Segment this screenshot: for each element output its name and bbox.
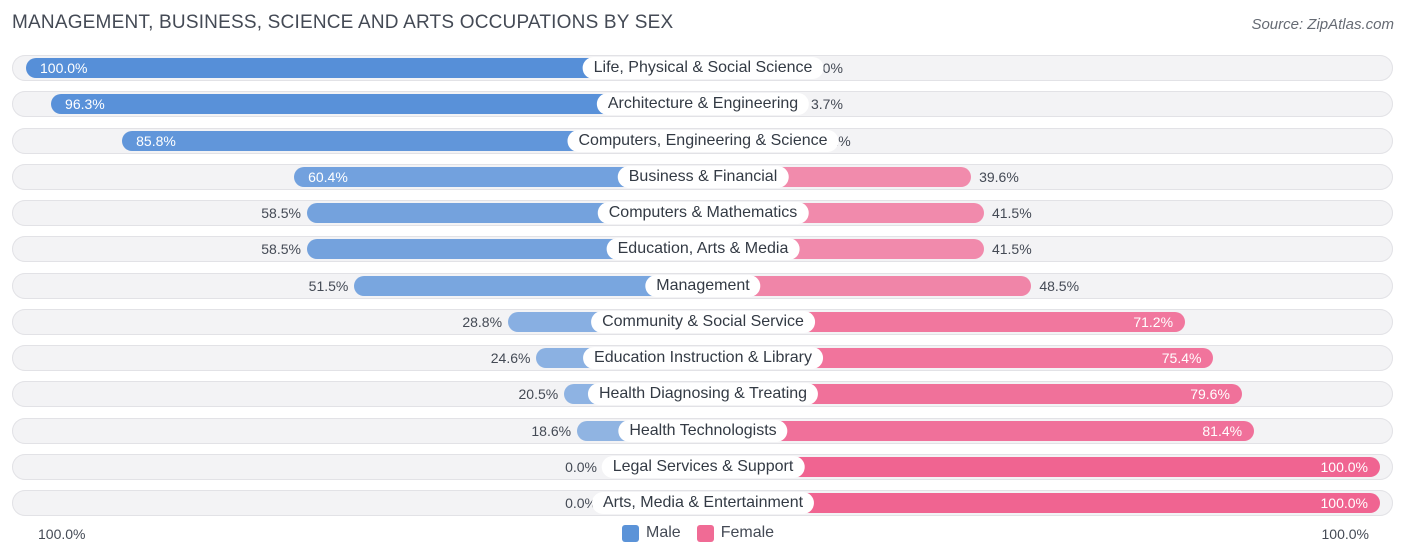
bar-female <box>703 493 1380 513</box>
bar-female <box>703 275 1032 296</box>
legend-swatch-male <box>622 524 639 542</box>
chart-source: Source: ZipAtlas.com <box>1251 16 1394 33</box>
label-female: 39.6% <box>979 168 1019 185</box>
chart-row: 18.6% 81.4% Health Technologists <box>12 417 1393 444</box>
category-label: Education, Arts & Media <box>606 238 800 261</box>
label-female: 41.5% <box>991 205 1032 221</box>
chart-row: 51.5% 48.5% Management <box>12 272 1393 299</box>
label-female: 3.7% <box>811 96 843 113</box>
label-male: 20.5% <box>518 386 559 403</box>
category-label: Life, Physical & Social Science <box>582 57 824 79</box>
label-male: 100.0% <box>40 60 88 76</box>
category-label: Education Instruction & Library <box>583 347 823 369</box>
label-male: 85.8% <box>136 132 176 149</box>
chart-row: 96.3% 3.7% Architecture & Engineering <box>12 91 1393 118</box>
label-female: 75.4% <box>1161 350 1202 366</box>
label-male: 18.6% <box>531 422 572 439</box>
axis-right-label: 100.0% <box>1321 526 1369 542</box>
label-female: 100.0% <box>1320 495 1368 511</box>
chart-row: 20.5% 79.6% Health Diagnosing & Treating <box>12 381 1393 408</box>
label-male: 58.5% <box>261 241 301 258</box>
label-female: 48.5% <box>1039 277 1080 294</box>
legend-item-male: Male <box>622 524 681 542</box>
legend-swatch-female <box>696 524 714 542</box>
bar-male <box>122 130 703 151</box>
chart-row: 58.5% 41.5% Computers & Mathematics <box>12 200 1393 226</box>
label-female: 100.0% <box>1320 458 1368 475</box>
chart-row: 85.8%14.2%Computers, Engineering & Scien… <box>12 127 1393 154</box>
label-male: 60.4% <box>308 168 348 185</box>
label-male: 0.0% <box>565 495 597 511</box>
label-female: 81.4% <box>1202 422 1243 439</box>
chart-row: 60.4% 39.6% Business & Financial <box>12 163 1393 190</box>
axis-left-label: 100.0% <box>38 526 86 542</box>
category-label: Architecture & Engineering <box>596 93 810 116</box>
chart-row: 0.0% 100.0% Arts, Media & Entertainment <box>12 490 1393 516</box>
chart-row: 0.0% 100.0% Legal Services & Support <box>12 453 1393 480</box>
label-male: 24.6% <box>490 350 531 366</box>
bar-female <box>703 348 1214 368</box>
bar-male <box>294 166 703 187</box>
label-female: 79.6% <box>1190 386 1230 403</box>
label-male: 28.8% <box>462 313 503 330</box>
bar-male <box>26 58 703 78</box>
bar-male <box>51 94 703 115</box>
category-label: Business & Financial <box>617 165 789 188</box>
label-female: 71.2% <box>1133 313 1174 330</box>
category-label: Health Diagnosing & Treating <box>587 383 819 406</box>
legend-item-female: Female <box>696 524 775 542</box>
category-label: Management <box>645 274 761 297</box>
chart-title: MANAGEMENT, BUSINESS, SCIENCE AND ARTS O… <box>12 12 674 33</box>
label-male: 96.3% <box>65 96 105 113</box>
bar-female <box>703 311 1186 332</box>
legend: Male Female <box>622 524 790 542</box>
legend-label-female: Female <box>720 524 775 541</box>
category-label: Computers, Engineering & Science <box>567 129 839 152</box>
category-label: Legal Services & Support <box>601 455 805 478</box>
label-male: 58.5% <box>261 205 301 221</box>
bar-female <box>703 420 1255 441</box>
bar-male <box>306 239 703 260</box>
label-male: 51.5% <box>308 277 349 294</box>
category-label: Health Technologists <box>618 419 788 442</box>
chart-row: 24.6% 75.4% Education Instruction & Librar… <box>12 345 1393 371</box>
category-label: Community & Social Service <box>591 310 815 333</box>
chart-row: 58.5% 41.5% Education, Arts & Media <box>12 236 1393 263</box>
bar-female <box>703 384 1242 405</box>
bar-male <box>354 275 703 296</box>
chart-row: 28.8% 71.2% Community & Social Service <box>12 308 1393 335</box>
legend-label-male: Male <box>646 524 681 541</box>
label-male: 0.0% <box>565 458 597 475</box>
category-label: Arts, Media & Entertainment <box>591 492 815 514</box>
bar-female <box>703 456 1380 477</box>
category-label: Computers & Mathematics <box>597 202 809 224</box>
chart-row: 100.0% 0.0% Life, Physical & Social Scienc… <box>12 55 1393 81</box>
label-female: 41.5% <box>991 241 1032 258</box>
